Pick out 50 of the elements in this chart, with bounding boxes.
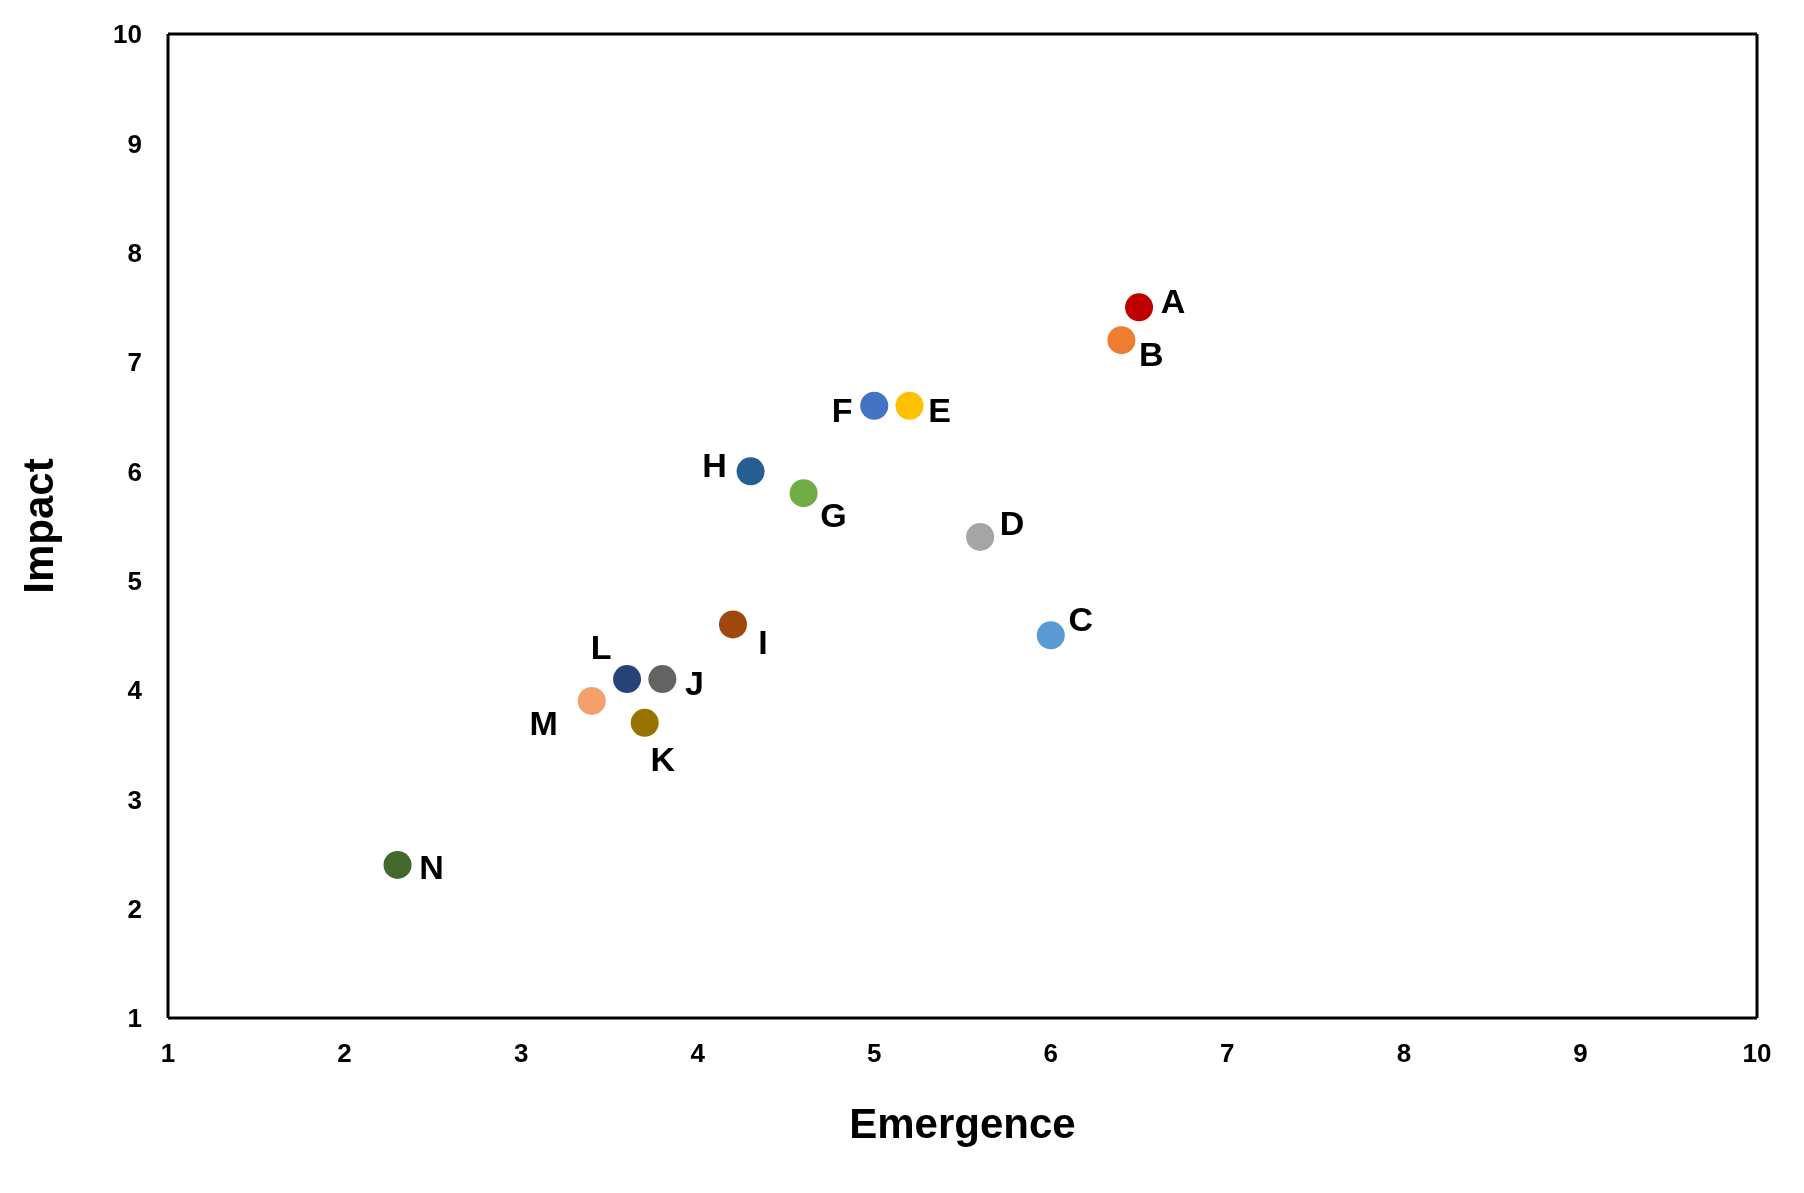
point	[736, 457, 765, 486]
point	[789, 479, 818, 508]
series-label: A	[1160, 282, 1186, 321]
x-axis-title: Emergence	[849, 1100, 1076, 1147]
point	[966, 522, 995, 551]
y-tick-label: 2	[127, 893, 142, 924]
x-tick-label: 5	[866, 1038, 882, 1069]
point	[630, 708, 659, 737]
x-tick-label: 8	[1396, 1038, 1412, 1069]
point	[1125, 293, 1154, 322]
series-label: E	[928, 390, 951, 429]
y-tick-label: 3	[127, 784, 142, 815]
y-tick-label: 1	[127, 1003, 142, 1034]
y-tick-label: 4	[127, 675, 143, 706]
y-tick-label: 6	[127, 456, 142, 487]
series-label: I	[758, 623, 768, 662]
x-tick-label: 6	[1043, 1038, 1059, 1069]
x-tick-label: 1	[160, 1038, 176, 1069]
series-label: G	[820, 496, 847, 535]
point	[860, 391, 889, 420]
series-label: J	[684, 664, 704, 703]
series-label: C	[1068, 600, 1094, 639]
point	[613, 665, 642, 694]
y-axis-title: Impact	[14, 458, 62, 594]
point	[383, 850, 412, 879]
series-label: N	[419, 847, 444, 886]
y-tick-label: 8	[127, 237, 142, 268]
x-tick-label: 7	[1220, 1038, 1235, 1069]
series-label: H	[702, 446, 727, 485]
y-tick-label: 10	[113, 19, 142, 50]
point	[895, 391, 924, 420]
point	[648, 665, 677, 694]
x-tick-label: 9	[1573, 1038, 1588, 1069]
point	[1107, 326, 1136, 355]
y-tick-label: 7	[127, 347, 142, 378]
x-tick-label: 10	[1742, 1038, 1772, 1069]
series-label: K	[650, 739, 676, 778]
point	[1036, 621, 1065, 650]
x-tick-label: 3	[513, 1038, 529, 1069]
series-label: D	[999, 503, 1025, 542]
x-tick-label: 4	[690, 1038, 706, 1069]
point	[577, 686, 606, 715]
y-tick-label: 9	[127, 128, 142, 159]
y-tick-label: 5	[127, 565, 142, 596]
series-label: M	[529, 703, 558, 742]
x-tick-label: 2	[337, 1038, 352, 1069]
point	[718, 610, 747, 639]
series-label: L	[590, 628, 612, 667]
series-label: B	[1139, 335, 1164, 374]
series-label: F	[831, 390, 853, 429]
